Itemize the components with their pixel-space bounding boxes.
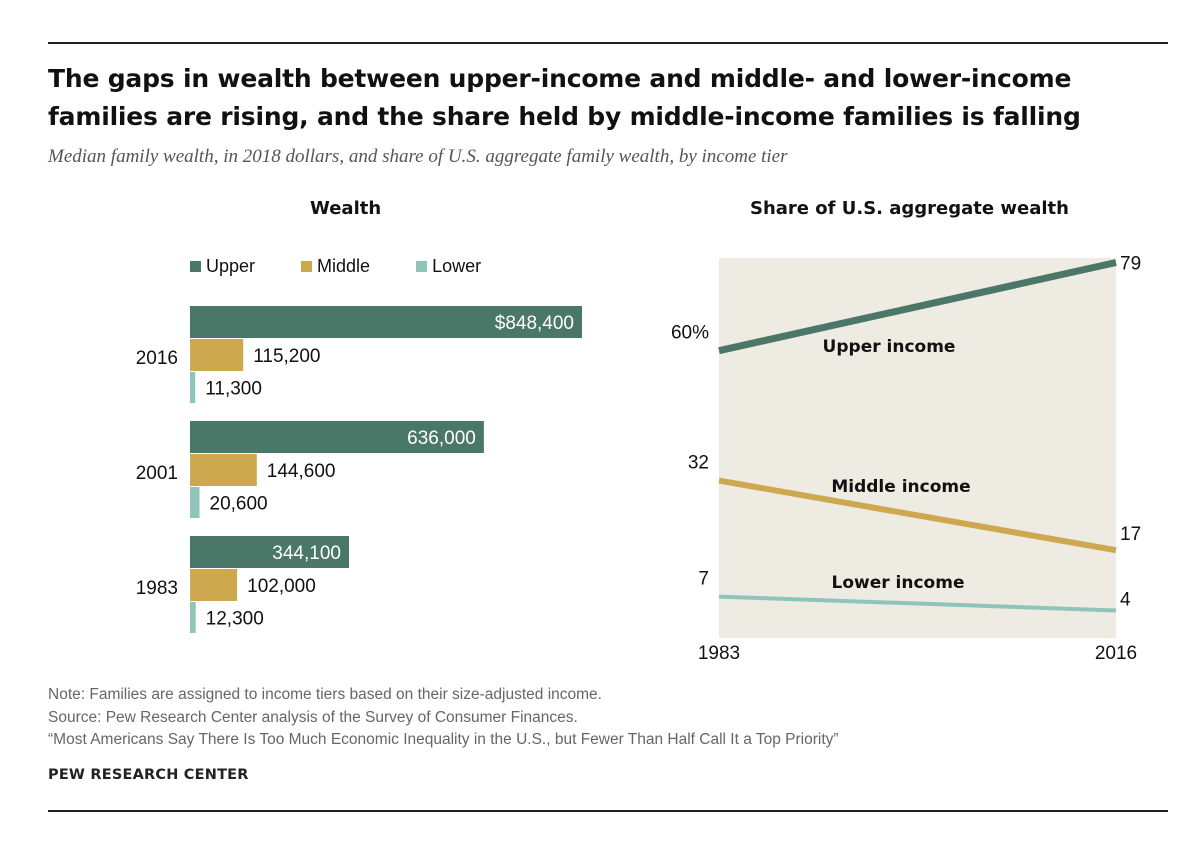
legend-swatch-upper <box>190 261 201 272</box>
bar-middle-1983 <box>190 569 238 601</box>
start-label-lower: 7 <box>698 569 709 590</box>
legend-item-lower: Lower <box>416 256 481 277</box>
value-label-lower-2016: 11,300 <box>205 379 262 400</box>
plot-area <box>719 258 1116 638</box>
year-label-2001: 2001 <box>136 463 178 484</box>
footnotes: Note: Families are assigned to income ti… <box>48 684 839 752</box>
report-title-text: “Most Americans Say There Is Too Much Ec… <box>48 731 839 748</box>
bar-upper-1983 <box>190 536 349 568</box>
end-label-lower: 4 <box>1120 590 1131 611</box>
bottom-rule <box>48 810 1168 812</box>
value-label-middle-2016: 115,200 <box>253 346 320 367</box>
bar-lower-1983 <box>190 602 196 633</box>
end-label-upper: 79 <box>1120 254 1141 275</box>
start-label-upper: 60% <box>671 323 709 344</box>
bar-middle-2001 <box>190 454 257 486</box>
value-label-lower-1983: 12,300 <box>206 609 264 630</box>
legend: Upper Middle Lower <box>190 256 527 277</box>
note-text: Note: Families are assigned to income ti… <box>48 686 602 703</box>
legend-label-lower: Lower <box>432 256 482 276</box>
legend-item-upper: Upper <box>190 256 255 277</box>
series-label-upper: Upper income <box>823 337 956 357</box>
value-label-upper-2016: $848,400 <box>495 313 574 334</box>
start-label-middle: 32 <box>688 453 709 474</box>
series-label-middle: Middle income <box>831 477 970 497</box>
bar-middle-2016 <box>190 339 244 371</box>
share-panel-title: Share of U.S. aggregate wealth <box>750 198 1069 219</box>
bar-lower-2001 <box>190 487 200 518</box>
x-tick-1983: 1983 <box>698 643 740 664</box>
bar-upper-2016 <box>190 306 582 338</box>
legend-label-middle: Middle <box>317 256 371 276</box>
x-tick-2016: 2016 <box>1095 643 1137 664</box>
top-rule <box>48 42 1168 44</box>
value-label-middle-2001: 144,600 <box>267 461 336 482</box>
year-label-1983: 1983 <box>136 578 178 599</box>
value-label-upper-2001: 636,000 <box>407 428 476 449</box>
source-text: Source: Pew Research Center analysis of … <box>48 708 578 726</box>
chart-subtitle: Median family wealth, in 2018 dollars, a… <box>48 146 788 167</box>
legend-swatch-lower <box>416 261 428 272</box>
year-label-2016: 2016 <box>136 348 178 369</box>
value-label-middle-1983: 102,000 <box>247 576 316 597</box>
value-label-lower-2001: 20,600 <box>210 494 268 515</box>
legend-item-middle: Middle <box>301 256 370 277</box>
org-name: PEW RESEARCH CENTER <box>48 767 249 783</box>
line-middle <box>718 477 1117 554</box>
end-label-middle: 17 <box>1120 524 1141 545</box>
legend-label-upper: Upper <box>206 256 256 276</box>
line-upper <box>718 259 1117 355</box>
wealth-panel-title: Wealth <box>310 198 382 219</box>
bar-lower-2016 <box>190 372 196 403</box>
line-lower <box>718 594 1117 613</box>
chart-title: The gaps in wealth between upper-income … <box>48 64 1081 131</box>
series-label-lower: Lower income <box>832 573 965 593</box>
bar-upper-2001 <box>190 421 484 453</box>
value-label-upper-1983: 344,100 <box>272 543 341 564</box>
legend-swatch-middle <box>301 261 313 272</box>
